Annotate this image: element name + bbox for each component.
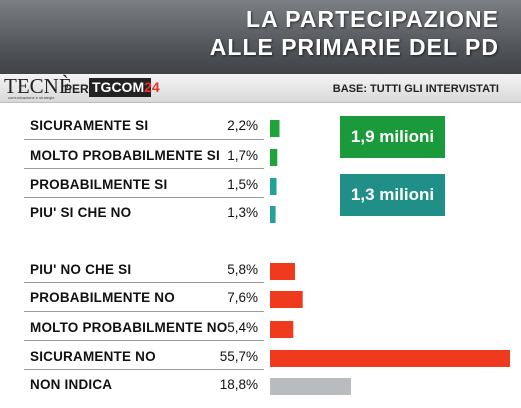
value-label: 5,4% xyxy=(227,320,258,335)
bar xyxy=(270,350,510,367)
row-label: NON INDICA xyxy=(30,377,113,392)
bar xyxy=(270,206,276,223)
tecne-tagline: comunicazione e strategie xyxy=(8,95,55,100)
bar xyxy=(270,321,294,338)
row-label: MOLTO PROBABILMENTE NO xyxy=(30,320,228,335)
bar xyxy=(270,149,278,166)
row-label: PIU' SI CHE NO xyxy=(30,205,132,220)
value-label: 7,6% xyxy=(227,290,258,305)
bar xyxy=(270,178,277,195)
title-line-1: LA PARTECIPAZIONE xyxy=(246,6,499,32)
row-label: SICURAMENTE NO xyxy=(30,349,156,364)
bar xyxy=(270,291,303,308)
value-label: 5,8% xyxy=(227,262,258,277)
annotation-box-green: 1,9 milioni xyxy=(340,116,445,158)
row-divider xyxy=(24,139,264,140)
value-label: 1,7% xyxy=(227,148,258,163)
brand-bar xyxy=(0,74,521,103)
header-band: LA PARTECIPAZIONE ALLE PRIMARIE DEL PD xyxy=(0,0,521,74)
value-label: 18,8% xyxy=(219,377,258,392)
row-label: PROBABILMENTE SI xyxy=(30,177,168,192)
bar xyxy=(270,378,351,395)
tgcom-text: TGCOM xyxy=(92,79,145,95)
value-label: 1,5% xyxy=(227,177,258,192)
row-divider xyxy=(24,282,264,283)
tgcom24-logo: TGCOM24 xyxy=(89,78,160,97)
annotation-box-teal: 1,3 milioni xyxy=(340,174,445,216)
value-label: 2,2% xyxy=(227,118,258,133)
tecne-logo: TECNÈ xyxy=(4,74,72,98)
row-divider xyxy=(24,340,264,341)
row-divider xyxy=(24,311,264,312)
per-label: PER xyxy=(64,82,89,96)
bar xyxy=(270,120,280,137)
value-label: 1,3% xyxy=(227,205,258,220)
row-divider xyxy=(24,197,264,198)
tgcom-number: 24 xyxy=(144,79,160,95)
row-divider xyxy=(24,369,264,370)
row-label: PROBABILMENTE NO xyxy=(30,290,175,305)
title-line-2: ALLE PRIMARIE DEL PD xyxy=(209,34,499,60)
base-note: BASE: TUTTI GLI INTERVISTATI xyxy=(332,83,499,95)
row-label: SICURAMENTE SI xyxy=(30,118,149,133)
value-label: 55,7% xyxy=(219,349,258,364)
row-divider xyxy=(24,168,264,169)
row-label: PIU' NO CHE SI xyxy=(30,262,132,277)
bar xyxy=(270,263,295,280)
row-label: MOLTO PROBABILMENTE SI xyxy=(30,148,220,163)
